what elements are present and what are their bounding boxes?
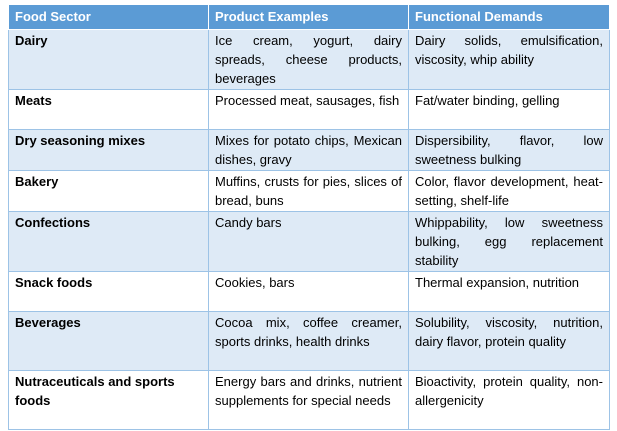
products-cell: Mixes for potato chips, Mexican dishes, … (208, 129, 409, 171)
products-cell: Cookies, bars (208, 271, 409, 312)
sector-cell: Dry seasoning mixes (8, 129, 209, 171)
header-product-examples: Product Examples (208, 4, 409, 30)
products-cell: Processed meat, sausages, fish (208, 89, 409, 130)
sector-cell: Snack foods (8, 271, 209, 312)
products-cell: Muffins, crusts for pies, slices of brea… (208, 170, 409, 212)
demands-cell: Dispersibility, flavor, low sweetness bu… (408, 129, 610, 171)
sector-cell: Nutraceuticals and sports foods (8, 370, 209, 430)
demands-cell: Whippability, low sweetness bulking, egg… (408, 211, 610, 272)
demands-cell: Fat/water binding, gelling (408, 89, 610, 130)
table-row: Bakery Muffins, crusts for pies, slices … (8, 170, 610, 212)
sector-cell: Meats (8, 89, 209, 130)
table-container: Food Sector Product Examples Functional … (8, 4, 610, 430)
demands-cell: Bioactivity, protein quality, non-allerg… (408, 370, 610, 430)
demands-cell: Thermal expansion, nutrition (408, 271, 610, 312)
table-row: Meats Processed meat, sausages, fish Fat… (8, 89, 610, 130)
products-cell: Candy bars (208, 211, 409, 272)
table-row: Dairy Ice cream, yogurt, dairy spreads, … (8, 29, 610, 90)
products-cell: Energy bars and drinks, nutrient supplem… (208, 370, 409, 430)
demands-cell: Solubility, viscosity, nutrition, dairy … (408, 311, 610, 371)
table-row: Snack foods Cookies, bars Thermal expans… (8, 271, 610, 312)
sector-cell: Bakery (8, 170, 209, 212)
header-food-sector: Food Sector (8, 4, 209, 30)
sector-cell: Confections (8, 211, 209, 272)
products-cell: Ice cream, yogurt, dairy spreads, cheese… (208, 29, 409, 90)
table-row: Confections Candy bars Whippability, low… (8, 211, 610, 272)
demands-cell: Dairy solids, emulsification, viscosity,… (408, 29, 610, 90)
header-functional-demands: Functional Demands (408, 4, 610, 30)
sector-cell: Dairy (8, 29, 209, 90)
demands-cell: Color, flavor development, heat-setting,… (408, 170, 610, 212)
table-row: Nutraceuticals and sports foods Energy b… (8, 370, 610, 430)
food-sector-table: Food Sector Product Examples Functional … (8, 4, 610, 430)
table-row: Beverages Cocoa mix, coffee creamer, spo… (8, 311, 610, 371)
header-row: Food Sector Product Examples Functional … (8, 4, 610, 30)
products-cell: Cocoa mix, coffee creamer, sports drinks… (208, 311, 409, 371)
sector-cell: Beverages (8, 311, 209, 371)
table-row: Dry seasoning mixes Mixes for potato chi… (8, 129, 610, 171)
